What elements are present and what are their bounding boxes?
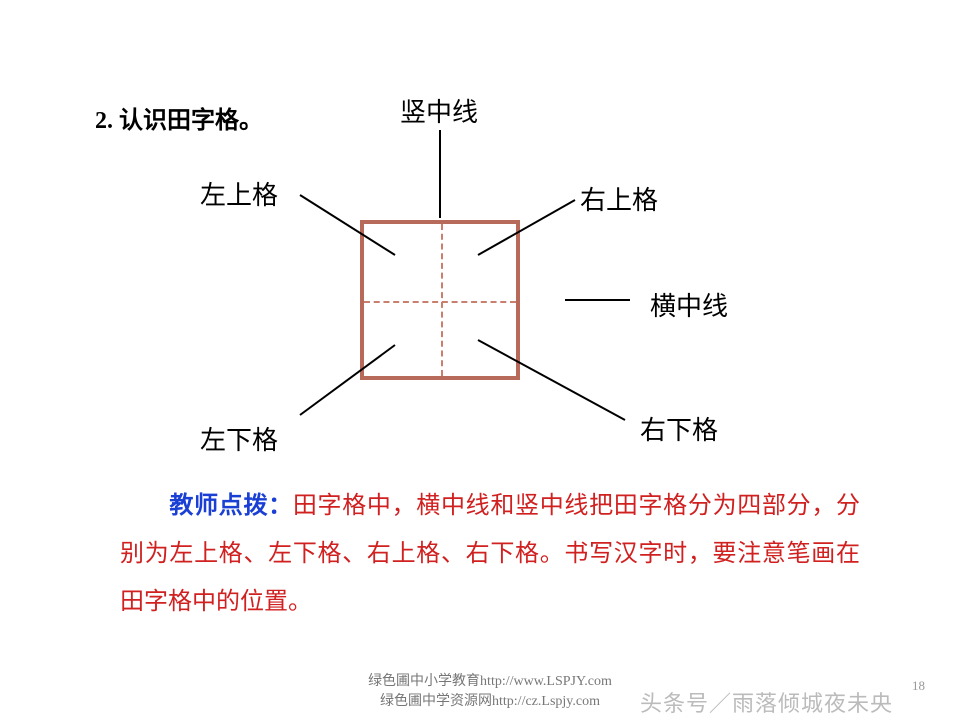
- teacher-note-paragraph: 教师点拨：田字格中，横中线和竖中线把田字格分为四部分，分别为左上格、左下格、右上…: [120, 482, 860, 626]
- footer-credits: 绿色圃中小学教育http://www.LSPJY.com 绿色圃中学资源网htt…: [300, 672, 680, 711]
- page-number: 18: [912, 678, 925, 694]
- watermark-text: 头条号／雨落倾城夜未央: [640, 686, 893, 718]
- teacher-note-lead: 教师点拨：: [120, 493, 293, 519]
- footer-line-1: 绿色圃中小学教育http://www.LSPJY.com: [300, 672, 680, 692]
- footer-line-2: 绿色圃中学资源网http://cz.Lspjy.com: [300, 692, 680, 712]
